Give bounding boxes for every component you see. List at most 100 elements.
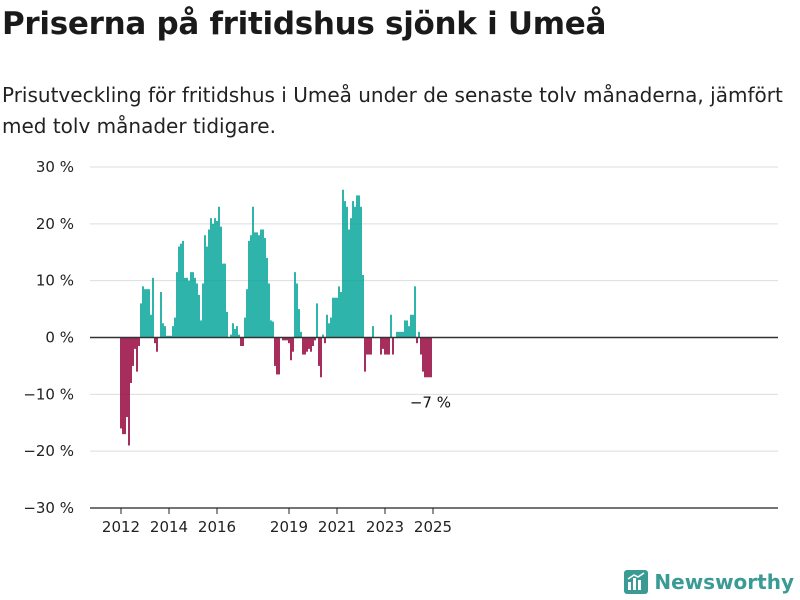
bar (346, 206, 348, 338)
bar (156, 337, 158, 352)
bar (222, 263, 224, 338)
bar (190, 272, 192, 338)
chart-subtitle: Prisutveckling för fritidshus i Umeå und… (2, 83, 783, 138)
bar (210, 218, 212, 338)
bar (354, 206, 356, 338)
bar (304, 337, 306, 355)
bar (224, 263, 226, 338)
bar (202, 283, 204, 338)
bar (318, 337, 320, 366)
bar (144, 289, 146, 338)
bar (254, 232, 256, 338)
bar (344, 201, 346, 338)
bar (338, 286, 340, 338)
bar (418, 331, 420, 338)
bar (250, 235, 252, 338)
bar (382, 337, 384, 349)
bar (348, 229, 350, 338)
bar (406, 320, 408, 338)
bar (358, 195, 360, 338)
bar (184, 277, 186, 338)
bar (298, 309, 300, 338)
bar (362, 274, 364, 338)
bar (266, 257, 268, 338)
bar (428, 337, 430, 378)
bars (120, 189, 432, 446)
x-tick-label: 2016 (198, 518, 236, 536)
bar (236, 326, 238, 338)
bar (390, 314, 392, 338)
bar (274, 337, 276, 366)
x-axis-ticks: 2012 2014 2016 2019 2021 2023 2025 (102, 508, 452, 536)
bar (120, 337, 122, 429)
bar (164, 326, 166, 338)
y-tick-label: −30 % (23, 499, 74, 517)
bar (166, 335, 168, 338)
bar (194, 277, 196, 338)
bar (162, 323, 164, 338)
bar (366, 337, 368, 355)
bar (422, 337, 424, 372)
bar (138, 337, 140, 347)
bar (292, 337, 294, 352)
bar (142, 286, 144, 338)
bar (380, 337, 382, 355)
bar (168, 335, 170, 338)
bar (122, 337, 124, 435)
bar (126, 337, 128, 418)
bar (424, 337, 426, 378)
bar (230, 334, 232, 338)
bar (270, 320, 272, 338)
last-value-annotation: −7 % (410, 393, 451, 411)
bar (398, 331, 400, 338)
bar (198, 294, 200, 338)
bar (300, 331, 302, 338)
x-tick-label: 2012 (102, 518, 140, 536)
brand-name: Newsworthy (654, 570, 794, 594)
bar (350, 218, 352, 338)
bar (178, 246, 180, 338)
bar (312, 337, 314, 347)
bar (248, 240, 250, 338)
bar (180, 243, 182, 338)
bar (294, 272, 296, 338)
bar (384, 337, 386, 355)
bar (140, 303, 142, 338)
y-tick-label: 0 % (45, 329, 74, 347)
bar (200, 320, 202, 338)
bar (128, 337, 130, 446)
chart-title: Priserna på fritidshus sjönk i Umeå (2, 6, 607, 42)
bar (136, 337, 138, 372)
y-tick-label: −20 % (23, 442, 74, 460)
bar (416, 337, 418, 344)
bar (316, 303, 318, 338)
bar (282, 337, 284, 341)
bar (124, 337, 126, 435)
bar (328, 323, 330, 338)
bar (188, 280, 190, 338)
bar (402, 331, 404, 338)
bar (392, 337, 394, 355)
bar (134, 337, 136, 349)
bar (146, 289, 148, 338)
x-tick-label: 2019 (270, 518, 308, 536)
bar (246, 289, 248, 338)
bar (412, 314, 414, 338)
bar (220, 226, 222, 338)
bar (212, 223, 214, 338)
bar (260, 229, 262, 338)
bar (356, 195, 358, 338)
bar (326, 314, 328, 338)
bar (240, 337, 242, 347)
bar (196, 283, 198, 338)
bar (160, 292, 162, 338)
bar (258, 235, 260, 338)
bar (364, 337, 366, 372)
bar (174, 317, 176, 338)
bar (176, 272, 178, 338)
bar (262, 229, 264, 338)
bar (332, 297, 334, 338)
bar (276, 337, 278, 375)
bar (420, 337, 422, 355)
y-tick-label: −10 % (23, 385, 74, 403)
